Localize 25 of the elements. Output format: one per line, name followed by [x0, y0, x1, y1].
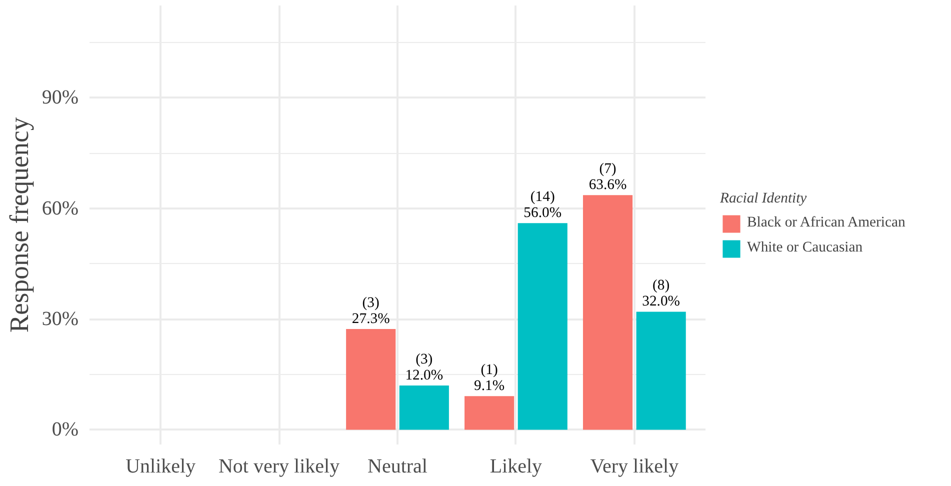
data-label: (3) 12.0%: [405, 351, 444, 384]
x-tick-label: Likely: [490, 456, 542, 478]
data-label: (14) 56.0%: [524, 189, 562, 222]
bar: [582, 195, 633, 430]
bar: [346, 329, 396, 430]
x-tick-label: Not very likely: [218, 456, 340, 478]
data-label: (3) 27.3%: [352, 295, 390, 328]
x-tick-label: Unlikely: [126, 456, 196, 478]
legend-title: Racial Identity: [720, 190, 808, 207]
bar: [636, 312, 686, 430]
y-tick-label: 60%: [42, 197, 79, 220]
x-tick-label: Neutral: [368, 456, 428, 478]
legend-label: Black or African American: [747, 214, 906, 232]
bar: [518, 223, 568, 430]
legend-label: White or Caucasian: [747, 240, 863, 256]
x-tick-label: Very likely: [590, 456, 679, 478]
data-label: (1) 9.1%: [474, 362, 505, 394]
data-label: (7) 63.6%: [588, 161, 627, 194]
y-tick-label: 0%: [52, 418, 79, 441]
y-tick-label: 30%: [42, 308, 79, 330]
bar: [399, 385, 449, 430]
bar: [464, 396, 514, 430]
data-label: (8) 32.0%: [642, 278, 680, 310]
y-tick-label: 90%: [42, 86, 79, 109]
y-axis-title: Response frequency: [4, 116, 34, 333]
